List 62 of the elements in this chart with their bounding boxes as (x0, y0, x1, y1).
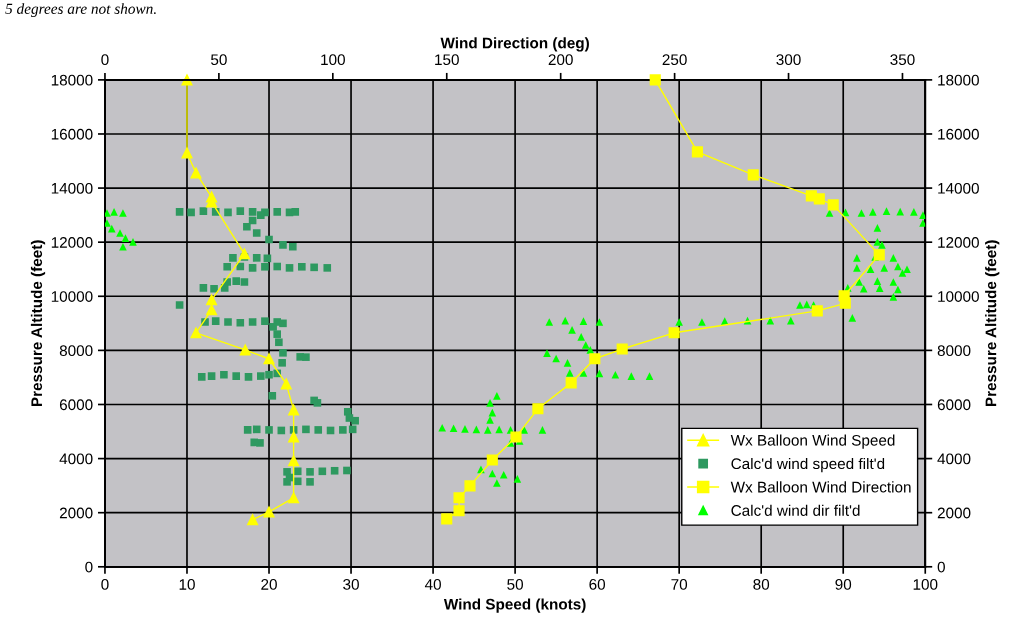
x2-tick-label: 100 (321, 54, 345, 66)
x2-tick-label: 350 (890, 54, 915, 66)
point (247, 514, 259, 526)
point (263, 506, 275, 518)
legend-label: Wx Balloon Wind Speed (730, 434, 895, 449)
y-tick-label: 14000 (51, 182, 93, 194)
y-tick-label: 16000 (51, 128, 93, 140)
point (206, 294, 218, 306)
x-tick-label: 30 (343, 579, 359, 590)
x2-tick-label: 300 (776, 54, 801, 66)
y2-axis-title: Pressure Altitude (feet) (985, 240, 1000, 407)
y-tick-label: 8000 (59, 345, 93, 357)
point (288, 431, 300, 443)
x2-tick-label: 0 (101, 54, 109, 66)
y-tick-label: 12000 (51, 237, 93, 248)
x-tick-label: 70 (671, 579, 688, 590)
x-tick-label: 80 (753, 579, 770, 590)
point (190, 327, 202, 339)
x-tick-label: 40 (424, 579, 441, 590)
x-tick-label: 50 (507, 579, 523, 590)
x2-tick-label: 250 (662, 54, 687, 66)
legend-label: Calc'd wind dir filt'd (731, 504, 860, 516)
y-tick-label: 10000 (51, 291, 93, 302)
point (239, 344, 251, 356)
point (288, 455, 300, 467)
y-tick-label: 2000 (59, 507, 93, 519)
x-tick-label: 100 (913, 579, 938, 590)
y2-tick-label: 0 (937, 561, 945, 573)
point (238, 248, 250, 260)
x-axis-title: Wind Speed (knots) (443, 598, 586, 613)
x-tick-label: 10 (179, 579, 195, 590)
y2-tick-label: 8000 (937, 345, 971, 357)
point (288, 404, 300, 416)
x2-axis-title: Wind Direction (deg) (440, 37, 589, 52)
y2-tick-label: 4000 (937, 453, 971, 465)
legend-label: Wx Balloon Wind Direction (730, 481, 911, 493)
y2-tick-label: 14000 (938, 182, 979, 194)
x-tick-label: 0 (101, 579, 109, 590)
x2-tick-label: 200 (548, 54, 573, 66)
y-axis-title: Pressure Altitude (feet) (30, 240, 46, 407)
y-tick-label: 6000 (59, 399, 93, 411)
x-tick-label: 90 (835, 579, 852, 590)
x2-tick-label: 150 (435, 54, 459, 66)
y-tick-label: 0 (85, 561, 93, 573)
point (181, 147, 193, 159)
y2-tick-label: 6000 (937, 399, 971, 411)
y2-tick-label: 16000 (938, 128, 979, 140)
point (280, 378, 292, 390)
y2-tick-label: 2000 (937, 507, 971, 519)
y-tick-label: 18000 (51, 74, 93, 86)
legend-label: Calc'd wind speed filt'd (731, 457, 885, 473)
y2-tick-label: 12000 (938, 237, 979, 248)
point (206, 304, 218, 316)
point (288, 492, 300, 504)
point (263, 353, 275, 365)
y2-tick-label: 10000 (938, 291, 979, 302)
x-tick-label: 20 (261, 579, 277, 590)
x-tick-label: 60 (589, 579, 606, 590)
y-tick-label: 4000 (59, 453, 93, 465)
text: 5 degrees are not shown. (5, 3, 156, 18)
x2-tick-label: 50 (211, 54, 227, 66)
y2-tick-label: 18000 (938, 74, 979, 86)
